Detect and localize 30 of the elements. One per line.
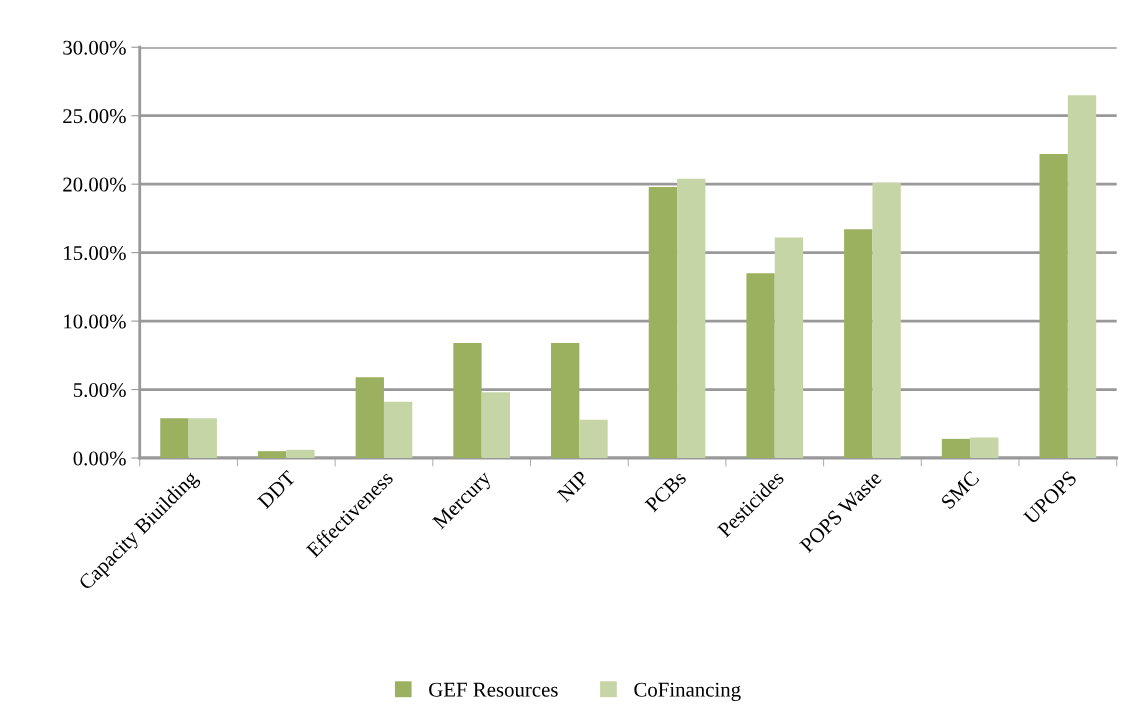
bar [872, 182, 901, 459]
y-tick-label: 0.00% [73, 451, 126, 466]
y-tick-label: 20.00% [63, 177, 126, 192]
bar [453, 343, 482, 459]
bar [383, 401, 413, 459]
y-tick-label: 25.00% [63, 109, 126, 124]
y-tick-label: 30.00% [63, 40, 126, 55]
bar [677, 178, 706, 459]
bar [481, 392, 510, 459]
bar [551, 343, 580, 459]
bar [746, 273, 775, 459]
bar [1067, 95, 1097, 459]
y-tick-label: 10.00% [64, 314, 126, 329]
x-tick-label: NIP [556, 470, 589, 503]
y-tick-label: 5.00% [73, 382, 126, 398]
bar [188, 418, 217, 459]
bar [774, 237, 804, 459]
y-tick-label: 15.00% [64, 246, 126, 261]
bar [355, 377, 384, 459]
bar [286, 449, 315, 459]
bar [970, 437, 999, 459]
bar [648, 186, 678, 459]
bar [160, 418, 189, 459]
bar [257, 451, 287, 459]
legend-label: GEF Resources [429, 682, 558, 697]
legend-label: CoFinancing [634, 682, 741, 701]
bar [941, 438, 971, 459]
bar [844, 229, 873, 459]
bar [579, 419, 608, 459]
bar [1039, 154, 1068, 459]
